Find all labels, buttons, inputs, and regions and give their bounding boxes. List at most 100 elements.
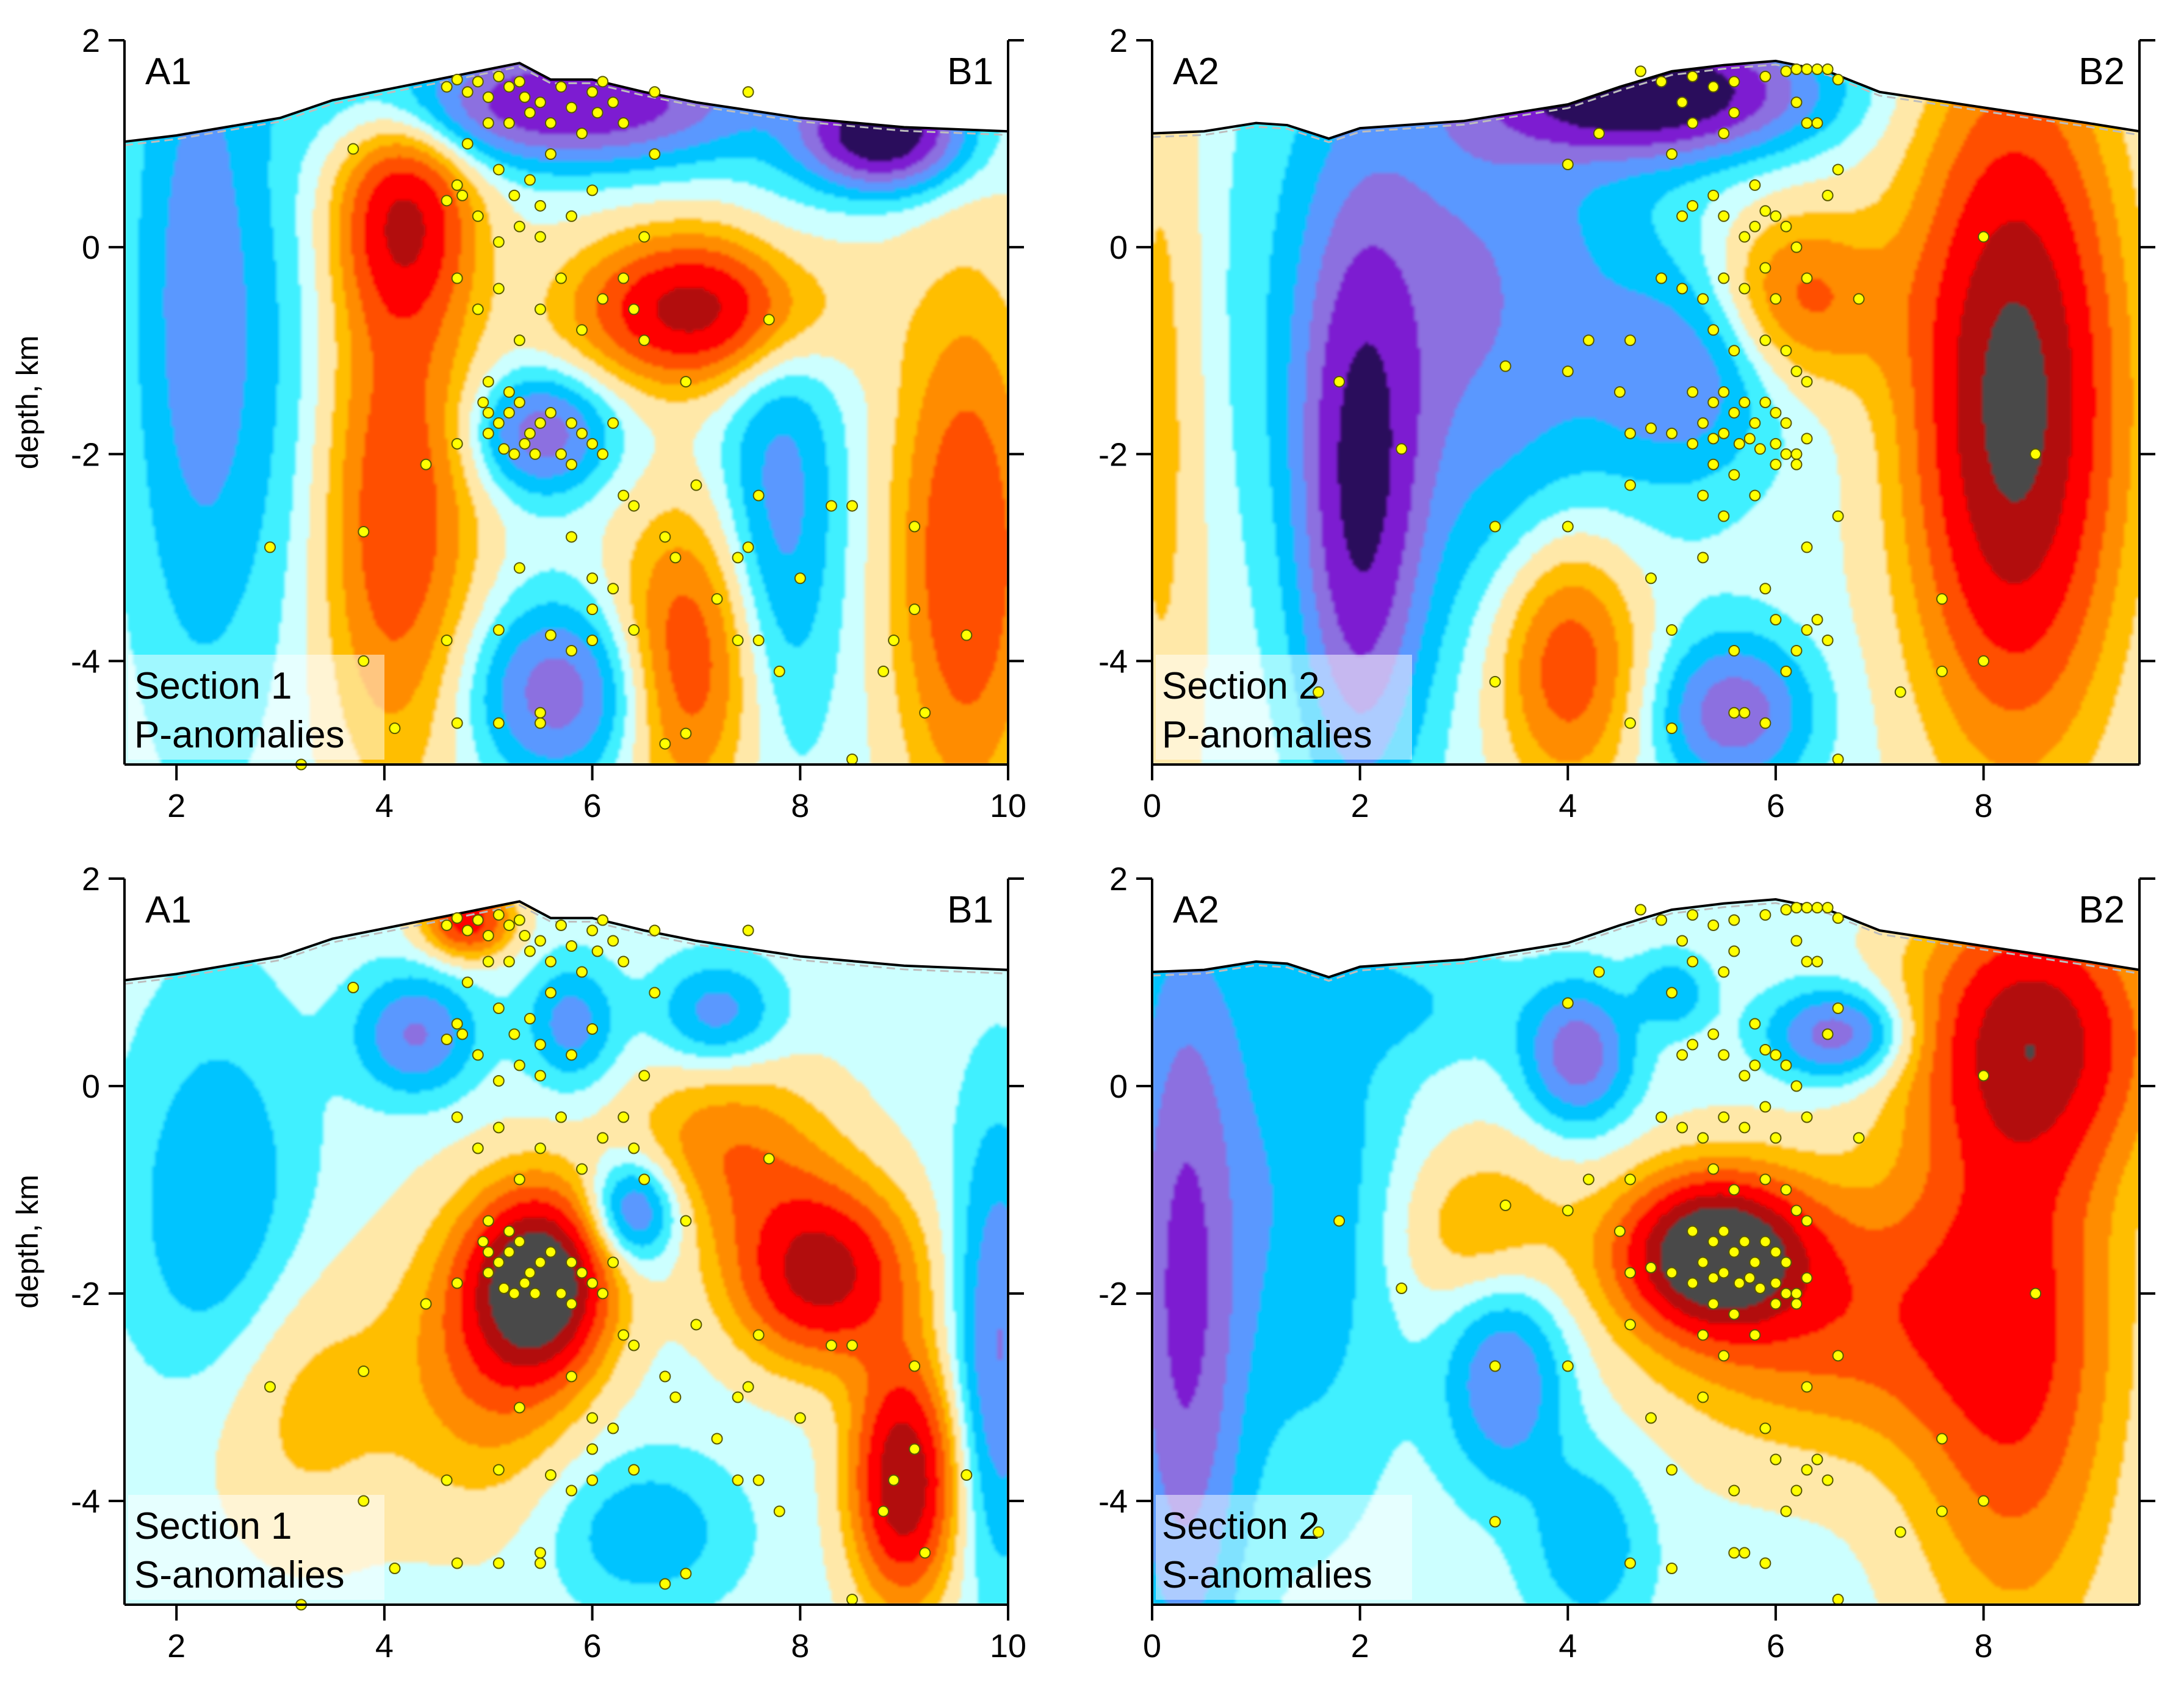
event-marker (1790, 1204, 1803, 1217)
event-marker (1697, 293, 1709, 305)
event-marker (503, 1225, 515, 1237)
event-marker (534, 1547, 546, 1559)
event-marker (451, 272, 463, 284)
anomaly-field (124, 901, 1008, 1605)
event-marker (566, 1256, 578, 1268)
event-marker (1759, 397, 1771, 408)
event-marker (680, 1567, 692, 1580)
event-marker (1790, 241, 1803, 253)
event-marker (1801, 541, 1813, 553)
event-marker (555, 272, 567, 284)
event-marker (1936, 665, 1948, 677)
x-tick-label: 2 (1351, 1628, 1369, 1664)
event-marker (482, 376, 494, 388)
event-marker (607, 1256, 619, 1268)
event-marker (742, 541, 754, 553)
event-marker (909, 520, 921, 533)
event-marker (1780, 345, 1792, 357)
event-marker (508, 189, 521, 201)
event-marker (534, 1070, 546, 1082)
event-marker (513, 220, 525, 232)
topography-line (124, 62, 1009, 143)
event-marker (597, 76, 609, 88)
event-marker (1790, 63, 1803, 75)
panel-section1-s-anomalies: A1 B1 Section 1 S-anomalies depth, km -4… (10, 861, 1026, 1664)
event-marker (1822, 189, 1834, 201)
event-marker (420, 1298, 432, 1310)
marker-b2: B2 (2078, 51, 2125, 93)
panel-section1-p-anomalies: A1 B1 Section 1 P-anomalies depth, km -4… (10, 23, 1026, 824)
topography-dashed-line (124, 904, 1009, 985)
event-marker (919, 707, 931, 719)
event-marker (461, 138, 474, 150)
event-marker (1728, 406, 1740, 419)
event-marker (451, 1277, 463, 1289)
event-marker (763, 1153, 775, 1165)
event-marker (1754, 1283, 1766, 1294)
y-tick-label: -4 (71, 643, 100, 680)
event-marker (1718, 386, 1730, 398)
event-marker (358, 655, 370, 667)
event-marker (1613, 386, 1626, 398)
event-marker (742, 924, 754, 937)
event-marker (1624, 1173, 1636, 1186)
event-marker (1707, 81, 1720, 93)
event-marker (451, 912, 463, 924)
marker-b1: B1 (947, 889, 993, 931)
event-marker (566, 644, 578, 657)
event-marker (566, 1370, 578, 1383)
event-marker (456, 1028, 469, 1040)
event-marker (649, 86, 661, 98)
event-marker (1822, 63, 1834, 75)
event-marker (638, 334, 651, 347)
event-marker (1718, 1267, 1730, 1279)
event-marker (1562, 1204, 1574, 1217)
event-marker (1687, 437, 1699, 450)
event-marker (1770, 1132, 1782, 1144)
event-marker (1562, 158, 1574, 170)
event-marker (503, 1246, 515, 1258)
event-marker (628, 1464, 640, 1476)
event-marker (492, 282, 505, 295)
event-marker (1613, 1225, 1626, 1237)
event-marker (1656, 76, 1668, 88)
event-marker (690, 479, 702, 491)
event-marker (773, 665, 785, 677)
event-marker (960, 629, 973, 641)
event-marker (1780, 1184, 1792, 1196)
topography-line (124, 900, 1009, 982)
event-marker (1801, 433, 1813, 445)
event-marker (441, 195, 453, 207)
event-marker (618, 489, 630, 502)
event-marker (1707, 324, 1720, 336)
event-marker (1801, 376, 1813, 388)
event-marker (1780, 220, 1792, 232)
event-marker (566, 531, 578, 543)
event-marker (472, 76, 484, 88)
event-marker (1666, 1563, 1678, 1574)
y-tick-label: -4 (1098, 1483, 1128, 1520)
event-marker (358, 1495, 370, 1507)
event-marker (544, 117, 557, 129)
event-marker (482, 1215, 494, 1227)
event-marker (1718, 1350, 1730, 1362)
event-marker (586, 86, 599, 98)
event-marker (441, 81, 453, 93)
event-marker (1801, 117, 1813, 129)
event-marker (669, 552, 682, 564)
event-marker (1396, 1283, 1408, 1294)
event-marker (534, 231, 546, 243)
event-marker (441, 635, 453, 647)
event-marker (477, 1236, 489, 1248)
topography-line (1151, 898, 2140, 979)
event-marker (1707, 1298, 1720, 1310)
event-marker (534, 717, 546, 729)
event-marker (576, 128, 588, 140)
event-marker (1770, 293, 1782, 305)
event-marker (846, 500, 858, 512)
event-marker (1624, 1319, 1636, 1331)
event-marker (1832, 1594, 1844, 1605)
x-tick-label: 4 (1559, 788, 1577, 824)
event-marker (1656, 272, 1668, 284)
event-marker (492, 717, 505, 729)
